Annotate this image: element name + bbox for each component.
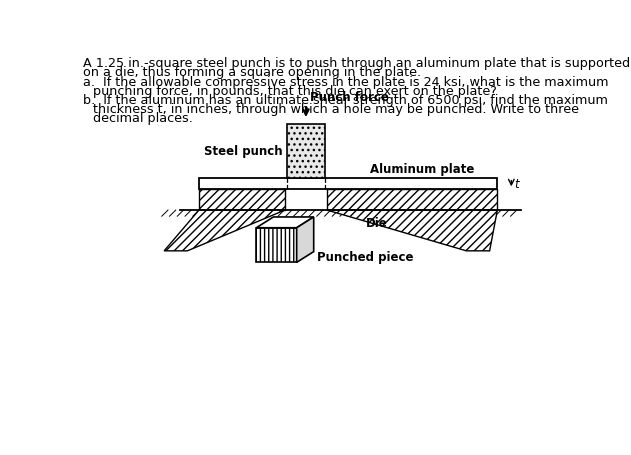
Text: Punched piece: Punched piece [317,251,413,264]
Bar [286,125,326,178]
Text: Steel punch: Steel punch [204,145,283,158]
Text: Aluminum plate: Aluminum plate [370,163,474,176]
Bar [199,178,497,190]
Text: t: t [514,177,519,191]
Text: A 1.25 in.-square steel punch is to push through an aluminum plate that is suppo: A 1.25 in.-square steel punch is to push… [83,57,630,70]
Text: thickness t, in inches, through which a hole may be punched. Write to three: thickness t, in inches, through which a … [93,103,579,116]
Polygon shape [256,228,297,263]
Text: on a die, thus forming a square opening in the plate.: on a die, thus forming a square opening … [83,66,421,79]
Polygon shape [199,190,285,211]
Text: a.  If the allowable compressive stress in the plate is 24 ksi, what is the maxi: a. If the allowable compressive stress i… [83,76,608,88]
Text: decimal places.: decimal places. [93,112,192,125]
Text: punching force, in pounds, that this die can exert on the plate?: punching force, in pounds, that this die… [93,85,497,97]
Text: Punch force: Punch force [310,91,389,104]
Polygon shape [164,211,285,251]
Polygon shape [327,211,497,251]
Polygon shape [297,217,314,263]
Text: Die: Die [365,217,387,230]
Polygon shape [256,217,314,228]
Polygon shape [327,190,497,211]
Text: b.  If the aluminum has an ultimate shear strength of 6500 psi, find the maximum: b. If the aluminum has an ultimate shear… [83,94,608,107]
